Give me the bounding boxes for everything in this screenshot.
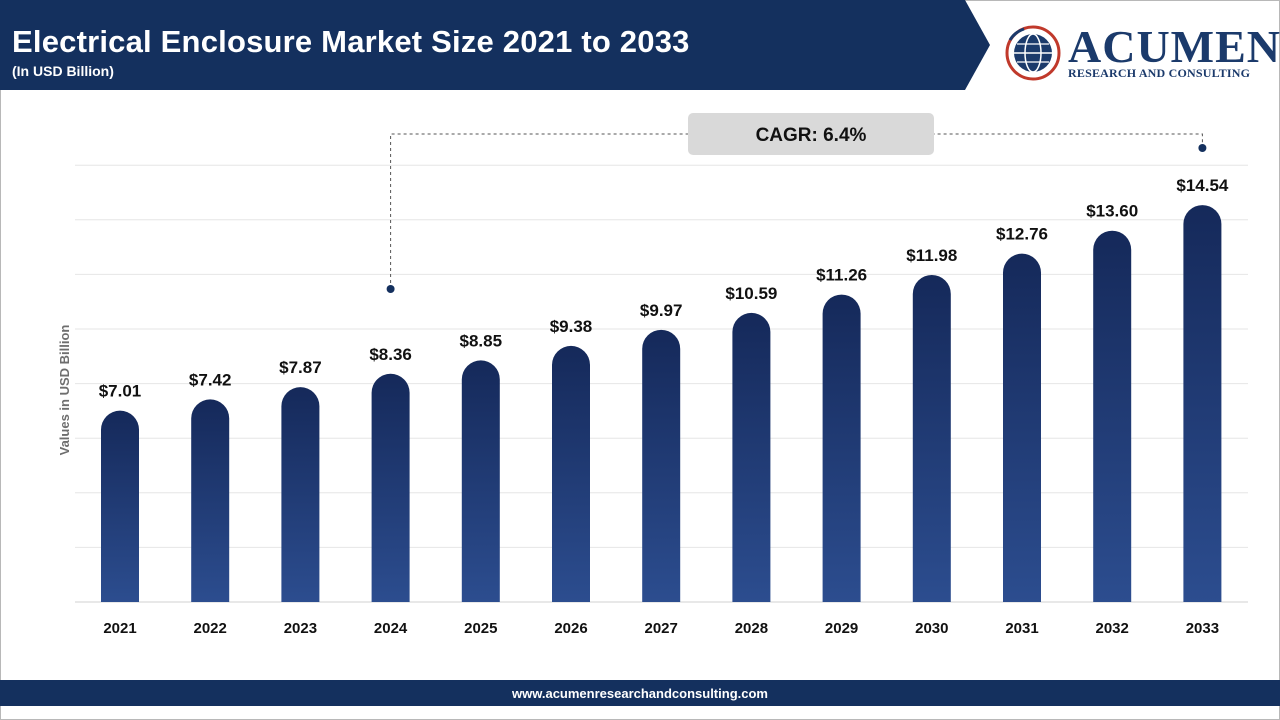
footer-bar: www.acumenresearchandconsulting.com	[0, 680, 1280, 706]
header-band	[0, 0, 990, 90]
cagr-end-dot	[1198, 144, 1207, 152]
bar-2029	[822, 294, 861, 602]
x-tick-2032: 2032	[1096, 620, 1129, 637]
globe-icon	[1005, 25, 1061, 81]
x-tick-2029: 2029	[825, 620, 858, 637]
x-tick-2030: 2030	[915, 620, 948, 637]
company-logo: ACUMEN RESEARCH AND CONSULTING	[1004, 20, 1280, 86]
bar-chart: Values in USD Billion CAGR: 6.4% $7.01$7…	[57, 113, 1248, 637]
x-tick-2022: 2022	[194, 620, 227, 637]
x-tick-2031: 2031	[1005, 620, 1038, 637]
logo-wordmark: ACUMEN	[1068, 21, 1280, 72]
bar-2025	[461, 360, 500, 602]
bar-2032	[1093, 230, 1132, 602]
value-label-2024: $8.36	[369, 345, 412, 364]
value-label-2025: $8.85	[460, 331, 503, 350]
logo-tagline: RESEARCH AND CONSULTING	[1068, 66, 1251, 80]
x-tick-2025: 2025	[464, 620, 497, 637]
bar-2033	[1183, 205, 1222, 603]
value-label-2030: $11.98	[906, 246, 957, 265]
cagr-start-dot	[386, 285, 395, 293]
cagr-box	[688, 113, 934, 155]
bars	[101, 205, 1222, 603]
bar-2030	[912, 274, 951, 602]
x-tick-2024: 2024	[374, 620, 408, 637]
bar-2027	[642, 329, 681, 602]
page-subtitle: (In USD Billion)	[12, 63, 114, 79]
value-label-2023: $7.87	[279, 358, 322, 377]
cagr-annotation: CAGR: 6.4%	[386, 113, 1207, 293]
x-axis-ticks: 2021 2022 2023 2024 2025 2026 2027 2028 2029 2030…	[103, 620, 1219, 637]
x-tick-2033: 2033	[1186, 620, 1219, 637]
x-tick-2021: 2021	[103, 620, 136, 637]
bar-2028	[732, 312, 771, 602]
value-label-2033: $14.54	[1176, 176, 1229, 195]
value-label-2027: $9.97	[640, 301, 683, 320]
footer-url: www.acumenresearchandconsulting.com	[512, 686, 768, 701]
x-tick-2027: 2027	[645, 620, 678, 637]
bar-2021	[101, 410, 139, 602]
value-label-2028: $10.59	[725, 284, 777, 303]
x-tick-2026: 2026	[554, 620, 587, 637]
y-axis-label: Values in USD Billion	[57, 325, 72, 456]
bar-2022	[191, 399, 230, 602]
bar-2023	[281, 387, 320, 602]
bar-2026	[552, 345, 590, 602]
value-label-2022: $7.42	[189, 370, 232, 389]
value-labels: $7.01 $7.42 $7.87 $8.36 $8.85 $9.38 $9.97 $10.5…	[99, 176, 1229, 401]
value-label-2032: $13.60	[1086, 202, 1138, 221]
x-tick-2028: 2028	[735, 620, 768, 637]
bar-2024	[371, 373, 410, 602]
cagr-connector	[390, 133, 1203, 289]
page-title: Electrical Enclosure Market Size 2021 to…	[12, 24, 690, 59]
bar-2031	[1003, 253, 1041, 602]
value-label-2031: $12.76	[996, 225, 1048, 244]
cagr-label: CAGR: 6.4%	[756, 125, 867, 146]
value-label-2029: $11.26	[816, 266, 867, 285]
x-tick-2023: 2023	[284, 620, 317, 637]
value-label-2026: $9.38	[550, 317, 593, 336]
value-label-2021: $7.01	[99, 382, 142, 401]
